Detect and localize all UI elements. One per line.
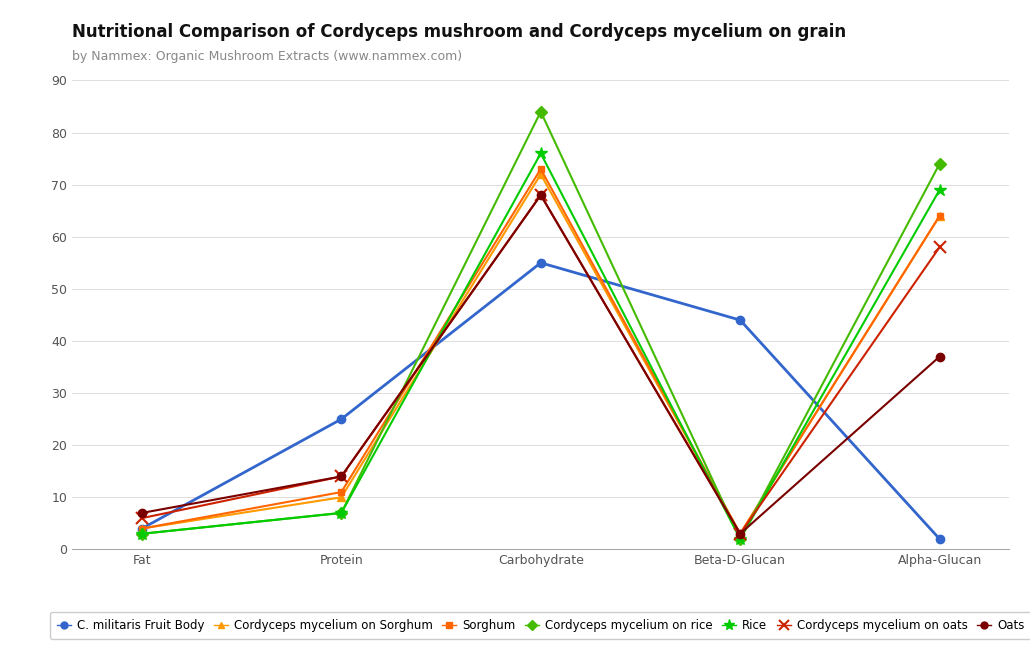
Rice (335, 509, 347, 517)
Sorghum (136, 525, 148, 533)
Line: Cordyceps mycelium on Sorghum: Cordyceps mycelium on Sorghum (138, 170, 943, 538)
Rice (136, 530, 148, 538)
Line: Rice: Rice (136, 147, 946, 545)
C. militaris Fruit Body (535, 259, 547, 267)
C. militaris Fruit Body (933, 535, 946, 543)
Rice (734, 535, 747, 543)
Cordyceps mycelium on oats (535, 191, 547, 199)
Rice (933, 186, 946, 194)
Legend: C. militaris Fruit Body, Cordyceps mycelium on Sorghum, Sorghum, Cordyceps mycel: C. militaris Fruit Body, Cordyceps mycel… (49, 612, 1030, 639)
Sorghum (535, 165, 547, 173)
Oats (933, 352, 946, 360)
Oats (335, 472, 347, 480)
Cordyceps mycelium on Sorghum (535, 170, 547, 178)
C. militaris Fruit Body (136, 525, 148, 533)
Cordyceps mycelium on Sorghum (136, 525, 148, 533)
Cordyceps mycelium on oats (335, 472, 347, 480)
Line: C. militaris Fruit Body: C. militaris Fruit Body (138, 259, 943, 543)
Cordyceps mycelium on rice (734, 535, 747, 543)
Sorghum (335, 488, 347, 496)
Oats (136, 509, 148, 517)
Cordyceps mycelium on oats (734, 530, 747, 538)
Cordyceps mycelium on rice (335, 509, 347, 517)
Cordyceps mycelium on Sorghum (933, 212, 946, 220)
Cordyceps mycelium on rice (535, 108, 547, 116)
Rice (535, 149, 547, 157)
Line: Cordyceps mycelium on oats: Cordyceps mycelium on oats (136, 190, 946, 539)
Cordyceps mycelium on oats (933, 243, 946, 251)
Line: Oats: Oats (138, 191, 943, 538)
Cordyceps mycelium on Sorghum (734, 530, 747, 538)
Text: Nutritional Comparison of Cordyceps mushroom and Cordyceps mycelium on grain: Nutritional Comparison of Cordyceps mush… (72, 23, 847, 42)
Sorghum (734, 530, 747, 538)
C. militaris Fruit Body (734, 316, 747, 324)
Oats (734, 530, 747, 538)
Line: Cordyceps mycelium on rice: Cordyceps mycelium on rice (138, 107, 943, 543)
Cordyceps mycelium on oats (136, 514, 148, 522)
C. militaris Fruit Body (335, 415, 347, 423)
Text: by Nammex: Organic Mushroom Extracts (www.nammex.com): by Nammex: Organic Mushroom Extracts (ww… (72, 50, 462, 63)
Line: Sorghum: Sorghum (138, 165, 943, 537)
Cordyceps mycelium on rice (136, 530, 148, 538)
Sorghum (933, 212, 946, 220)
Oats (535, 191, 547, 199)
Cordyceps mycelium on rice (933, 159, 946, 168)
Cordyceps mycelium on Sorghum (335, 493, 347, 501)
